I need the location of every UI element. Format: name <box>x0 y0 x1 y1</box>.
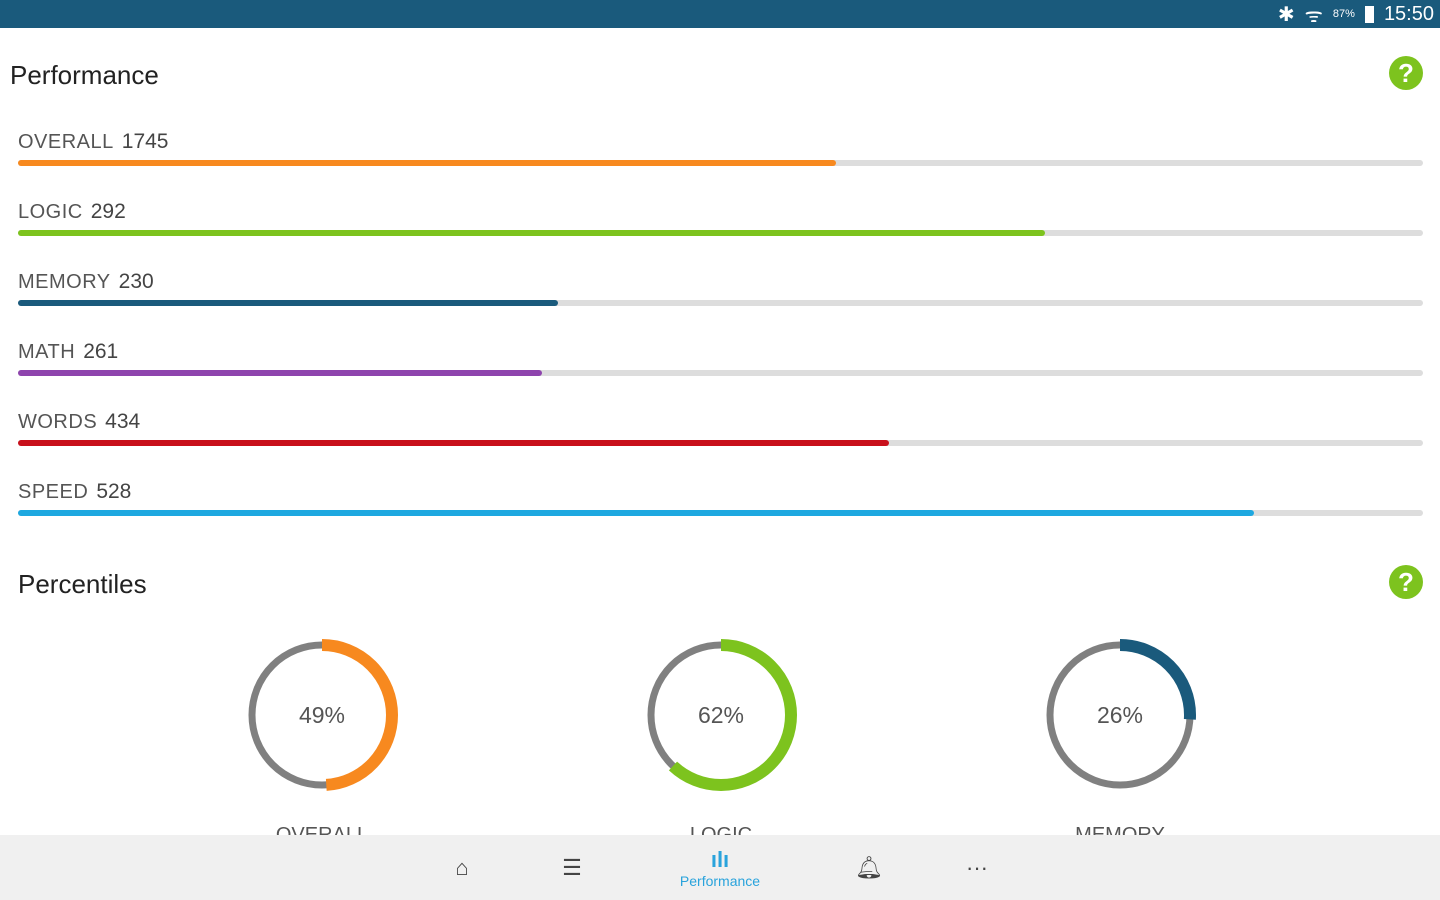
metric-label: LOGIC <box>18 201 83 223</box>
metric-value: 230 <box>118 270 154 293</box>
status-bar: ✱ ᯤ 87% 15:50 <box>0 0 1440 28</box>
metric-words: WORDS 434 <box>18 410 1423 446</box>
metric-label: OVERALL <box>18 131 114 153</box>
percentile-logic: 62%LOGIC <box>621 630 821 847</box>
performance-help-icon[interactable]: ? <box>1389 56 1423 90</box>
metric-label: MEMORY <box>18 271 111 293</box>
percentile-value: 62% <box>697 702 745 728</box>
nav-performance-label: Performance <box>679 872 761 889</box>
battery-icon <box>1364 5 1374 23</box>
clock: 15:50 <box>1383 2 1434 25</box>
percentile-value: 26% <box>1096 702 1144 728</box>
nav-home[interactable]: ⌂ <box>445 835 479 900</box>
wifi-icon: ᯤ <box>1304 4 1323 27</box>
percentile-overall: 49%OVERALL <box>222 630 422 847</box>
more-icon: ··· <box>966 854 988 880</box>
battery-percent: 87% <box>1332 8 1355 20</box>
metric-value: 261 <box>83 340 119 363</box>
progress-fill <box>18 440 890 446</box>
percentile-memory: 26%MEMORY <box>1020 630 1220 847</box>
metric-value: 528 <box>96 480 132 503</box>
nav-performance[interactable]: ılı Performance <box>660 835 780 900</box>
donut-chart <box>1044 639 1196 791</box>
percentile-value: 49% <box>298 702 346 728</box>
nav-more[interactable]: ··· <box>960 835 994 900</box>
metric-logic: LOGIC 292 <box>18 200 1423 236</box>
percentiles-title: Percentiles <box>18 569 147 599</box>
metric-value: 434 <box>105 410 141 433</box>
progress-track <box>18 160 1423 166</box>
progress-track <box>18 440 1423 446</box>
performance-title: Performance <box>10 60 159 90</box>
progress-track <box>18 370 1423 376</box>
metric-label: MATH <box>18 341 76 363</box>
nav-list[interactable]: ☰ <box>555 835 589 900</box>
metric-memory: MEMORY 230 <box>18 270 1423 306</box>
nav-notifications[interactable]: 🔔︎ <box>852 835 886 900</box>
bottom-nav: ⌂ ☰ ılı Performance 🔔︎ ··· <box>0 835 1440 900</box>
bluetooth-icon: ✱ <box>1277 3 1295 26</box>
home-icon: ⌂ <box>455 854 469 880</box>
donut-arc <box>645 639 797 791</box>
donut-arc <box>1044 639 1196 791</box>
donut-chart <box>246 639 398 791</box>
metric-label: WORDS <box>18 411 98 433</box>
metric-overall: OVERALL 1745 <box>18 130 1423 166</box>
progress-fill <box>18 300 558 306</box>
metric-value: 292 <box>90 200 126 223</box>
progress-track <box>18 510 1423 516</box>
progress-fill <box>18 230 1046 236</box>
progress-track <box>18 300 1423 306</box>
donut-arc <box>246 639 398 791</box>
progress-track <box>18 230 1423 236</box>
metric-label: SPEED <box>18 481 89 503</box>
metric-math: MATH 261 <box>18 340 1423 376</box>
bar-chart-icon: ılı <box>710 846 730 872</box>
progress-fill <box>18 370 543 376</box>
progress-fill <box>18 160 836 166</box>
percentiles-help-icon[interactable]: ? <box>1389 565 1423 599</box>
progress-fill <box>18 510 1255 516</box>
metric-value: 1745 <box>121 130 169 153</box>
metric-speed: SPEED 528 <box>18 480 1423 516</box>
list-icon: ☰ <box>562 854 582 880</box>
donut-chart <box>645 639 797 791</box>
bell-icon: 🔔︎ <box>855 854 883 880</box>
